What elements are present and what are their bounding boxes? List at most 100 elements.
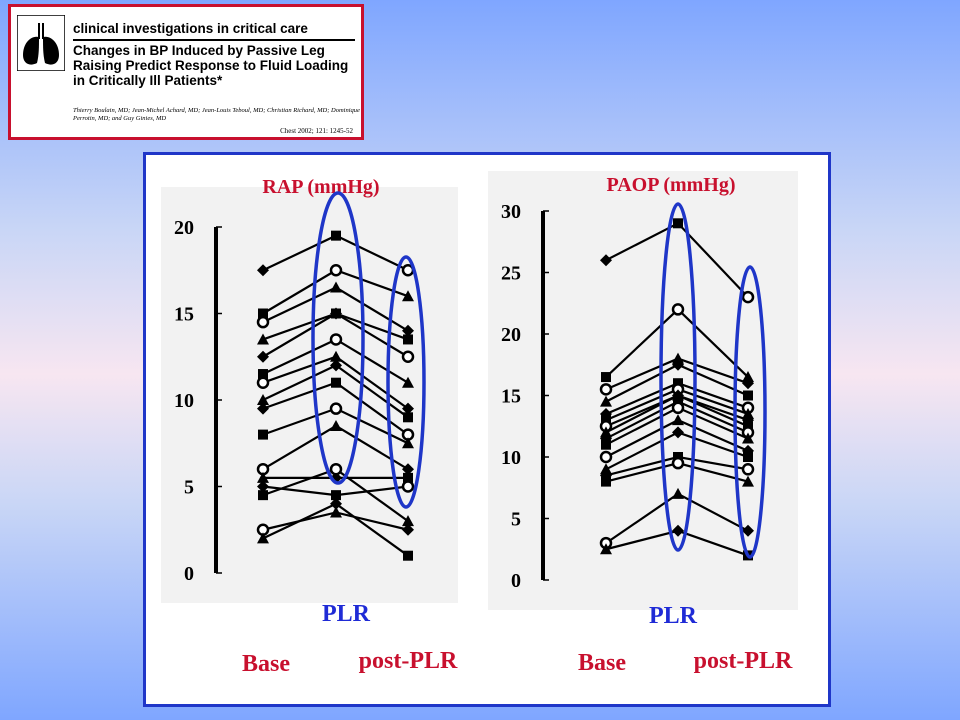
chart2-data-point (673, 218, 683, 229)
chart1-data-point (331, 230, 341, 241)
chart1-y-tick-label: 10 (174, 390, 194, 412)
chart1-y-tick-label: 15 (174, 304, 194, 326)
chart2-y-tick-label: 15 (501, 386, 521, 408)
chart2-y-tick-label: 0 (511, 570, 521, 592)
chart1-data-point (402, 463, 414, 476)
chart2-data-point (742, 407, 754, 419)
chart2-data-point (600, 254, 612, 267)
chart2-data-point (742, 377, 754, 390)
chart1-highlight-ellipse-post-plr (386, 255, 426, 509)
chart1-data-point (402, 376, 414, 388)
chart1-data-point (256, 315, 270, 329)
chart1-data-point (403, 550, 413, 561)
chart1-data-point (329, 264, 343, 277)
chart1-data-point (257, 471, 269, 483)
chart1-data-point (330, 281, 342, 293)
chart2-data-point (671, 456, 685, 470)
chart1-data-point (403, 334, 413, 345)
chart2-x-label-plr: PLR (649, 603, 698, 629)
chart2-data-point (600, 426, 612, 438)
article-authors: Thierry Boulain, MD; Jean-Michel Achard,… (73, 107, 360, 122)
chart1-data-point (402, 523, 414, 536)
chart1-title: RAP (mmHg) (262, 176, 379, 198)
journal-section-header: clinical investigations in critical care (73, 21, 355, 41)
chart2-data-point (601, 439, 611, 450)
citation-box: clinical investigations in critical care… (8, 4, 364, 140)
chart1-data-point (258, 369, 268, 380)
chart2-data-point (741, 463, 755, 476)
chart2-data-point (672, 487, 684, 499)
chart1-data-point (402, 402, 414, 415)
chart1-data-point (401, 480, 415, 493)
journal-reference: Chest 2002; 121: 1245-52 (280, 127, 353, 135)
chart2-data-point (601, 476, 611, 487)
chart1-data-point (330, 419, 342, 431)
chart2-highlight-ellipse-plr (659, 202, 697, 552)
chart2-data-point (672, 352, 684, 364)
chart2-highlight-ellipse-post-plr (733, 265, 767, 559)
chart1-data-point (257, 394, 269, 405)
chart2-data-point (672, 524, 684, 537)
chart1-data-point (257, 402, 269, 415)
chart1-data-point (402, 437, 414, 449)
article-title: Changes in BP Induced by Passive Leg Rai… (73, 43, 349, 88)
chart1-data-point (256, 376, 270, 389)
chart2-data-point (671, 401, 685, 415)
chart1-data-point (403, 412, 413, 423)
chart1-y-tick-label: 20 (174, 217, 194, 239)
chart2-data-point (599, 450, 613, 464)
chart2-y-tick-label: 10 (501, 447, 521, 469)
charts-panel: RAP (mmHg) 0 5 10 15 20 PLR Base post-PLR PAOP (m… (143, 152, 831, 707)
chart1-data-point (401, 350, 415, 363)
chart1-data-point (330, 497, 342, 510)
chart1-data-point (403, 472, 413, 483)
chart2-y-tick-label: 5 (511, 509, 521, 531)
chart2-data-point (601, 372, 611, 383)
chart1-data-point (329, 462, 343, 476)
chart1-data-point (258, 308, 268, 319)
chart2-data-point (742, 371, 754, 383)
chart2-data-point (742, 432, 754, 444)
chart1-data-point (257, 264, 269, 277)
chart2-data-point (599, 383, 613, 396)
chart2-data-point (743, 390, 753, 401)
chart1-data-point (257, 480, 269, 493)
chart1-data-point (257, 333, 269, 345)
chart1-x-label-base: Base (242, 651, 290, 677)
chart2-data-point (600, 463, 612, 475)
chart2-data-point (672, 414, 684, 426)
chart1-data-point (402, 324, 414, 337)
chart2-x-label-post-plr: post-PLR (694, 648, 793, 674)
chart2-data-point (672, 426, 684, 439)
chart1-y-tick-label: 0 (184, 563, 194, 585)
chart2-data-point (742, 475, 754, 487)
chart1-data-point (402, 290, 414, 302)
chart2-data-point (600, 543, 612, 555)
chart1-data-point (330, 506, 342, 518)
chart2-data-point (743, 452, 753, 462)
chart2-data-point (741, 290, 755, 304)
chart1-data-point (402, 515, 414, 527)
chart2-y-tick-label: 20 (501, 324, 521, 346)
chart1-data-point (330, 350, 342, 362)
chart1-data-point (331, 377, 341, 388)
chart1-data-point (329, 402, 343, 415)
chart1-data-point (257, 350, 269, 363)
chart2-x-label-base: Base (578, 650, 626, 676)
chart1-data-point (329, 333, 343, 346)
chart1-highlight-ellipse-plr (311, 191, 365, 485)
lungs-icon (17, 15, 65, 71)
chart1-data-point (331, 490, 341, 501)
chart2-y-tick-label: 30 (501, 201, 521, 223)
chart1-x-label-plr: PLR (322, 601, 371, 627)
chart2-data-point (742, 524, 754, 537)
chart2-y-tick-label: 25 (501, 263, 521, 285)
chart2-title: PAOP (mmHg) (606, 174, 735, 196)
chart1-data-point (258, 490, 268, 501)
chart1-y-tick-label: 5 (184, 477, 194, 499)
chart2-data-point (671, 303, 685, 316)
chart1-data-point (330, 359, 342, 372)
chart2-data-point (600, 395, 612, 407)
chart1-x-label-post-plr: post-PLR (359, 648, 458, 674)
chart1-data-point (257, 532, 269, 544)
